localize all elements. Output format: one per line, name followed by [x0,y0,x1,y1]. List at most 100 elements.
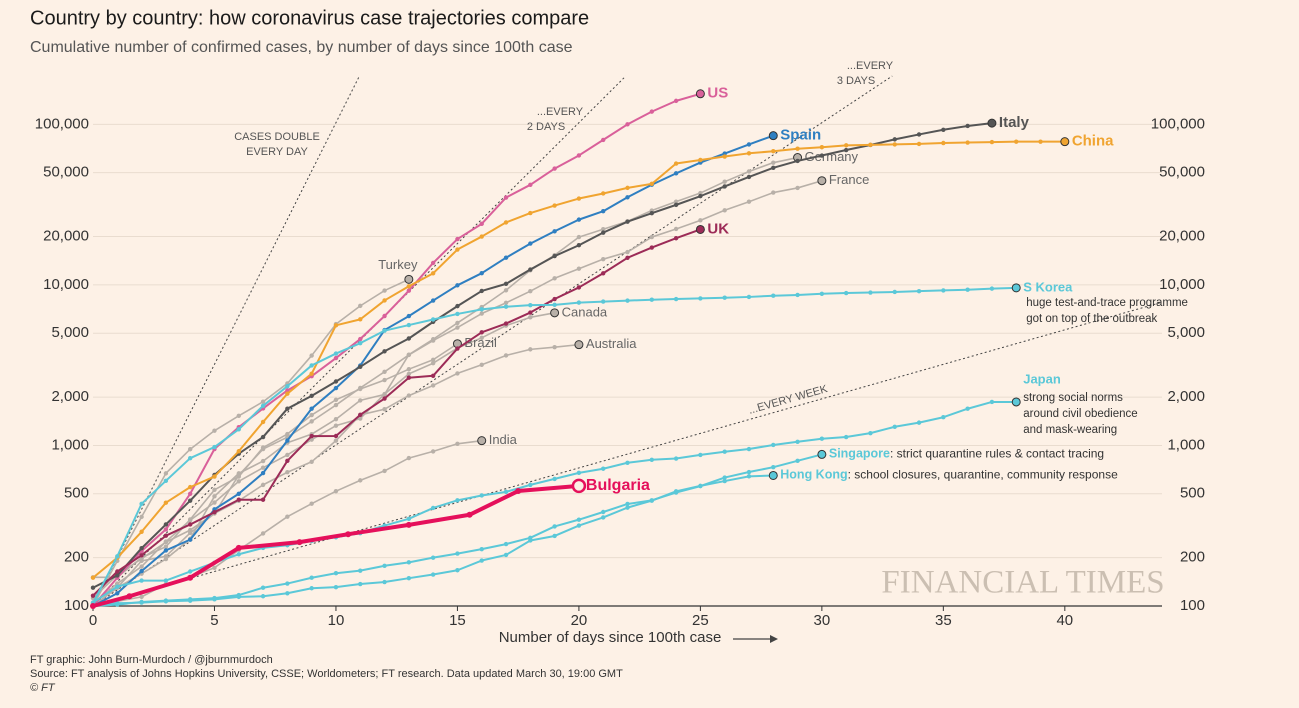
point-marker [479,307,484,312]
point-marker [601,209,606,214]
point-marker [892,424,897,429]
point-marker [309,419,314,424]
series-note: strong social norms [1023,392,1123,404]
point-marker [625,249,630,255]
point-marker [90,603,96,609]
point-marker [916,288,922,294]
point-marker [212,474,217,479]
point-marker [285,581,290,586]
point-marker [382,328,387,333]
point-marker [916,420,922,425]
point-marker [601,271,606,276]
point-marker [139,578,144,583]
point-marker [236,449,241,454]
point-marker [552,296,557,302]
point-marker [90,585,96,590]
point-marker [212,494,217,499]
point-marker [187,447,193,452]
point-marker [503,255,509,260]
point-marker [528,182,533,188]
point-marker [625,185,630,191]
point-marker [430,361,436,366]
y-tick-label: 1,000 [51,436,89,453]
point-marker [625,298,630,303]
point-marker [576,523,582,528]
point-marker [115,581,120,586]
x-tick-label: 10 [328,612,345,629]
point-marker [430,317,436,322]
point-marker [819,436,825,441]
series-label: US [707,85,728,102]
point-marker [187,484,193,490]
point-marker [333,379,339,384]
series-note: around civil obedience [1023,408,1137,420]
point-marker [989,286,995,291]
point-marker [528,302,533,308]
point-marker [358,317,363,322]
series-note: : school closures, quarantine, community… [848,468,1118,482]
end-marker [817,449,827,459]
point-marker [795,458,800,464]
point-marker [163,539,169,545]
point-marker [771,464,776,470]
series-note: huge test-and-trace programme [1026,297,1188,309]
series-label: UK [707,220,729,237]
reference-line-label: CASES DOUBLE [234,131,320,143]
point-marker [941,288,946,293]
point-marker [552,203,557,208]
point-marker [333,571,339,576]
point-marker [673,202,679,208]
point-marker [430,298,436,303]
point-marker [601,515,606,520]
point-marker [358,364,363,370]
point-marker [503,288,509,293]
point-marker [625,219,630,224]
y-tick-label: 20,000 [43,228,89,245]
point-marker [115,554,120,559]
point-marker [989,399,995,405]
series-label: France [829,172,869,187]
point-marker [358,340,363,346]
point-marker [430,373,436,378]
point-marker [698,483,703,489]
point-marker [285,406,290,411]
point-marker [430,572,436,577]
point-marker [771,165,776,171]
point-marker [455,320,460,326]
series-line [92,122,993,589]
point-marker [455,371,460,376]
point-marker [771,190,776,195]
point-marker [746,169,752,174]
point-marker [795,292,800,298]
point-marker [649,210,654,216]
point-marker [236,552,241,557]
point-marker [406,288,412,293]
point-marker [139,514,144,520]
y-tick-label: 10,000 [43,276,89,293]
point-marker [528,289,533,294]
point-marker [260,470,266,476]
point-marker [333,438,339,443]
point-marker [235,544,242,551]
point-marker [892,289,897,295]
series-name: Singapore [829,447,890,461]
series-note: : strict quarantine rules & contact trac… [890,447,1104,461]
point-marker [333,351,339,356]
point-marker [479,558,484,563]
point-marker [296,539,303,546]
point-marker [90,593,96,598]
series-label: Bulgaria [586,477,650,494]
point-marker [576,266,582,271]
reference-line-label: 2 DAYS [527,121,565,133]
point-marker [455,346,460,351]
point-marker [843,147,849,153]
series-label: Australia [586,336,637,351]
point-marker [236,427,241,432]
end-marker [768,470,778,480]
point-marker [139,546,144,551]
point-marker [771,149,776,154]
point-marker [406,322,412,328]
end-marker [1060,137,1070,147]
point-marker [406,366,412,372]
point-marker [406,371,412,377]
